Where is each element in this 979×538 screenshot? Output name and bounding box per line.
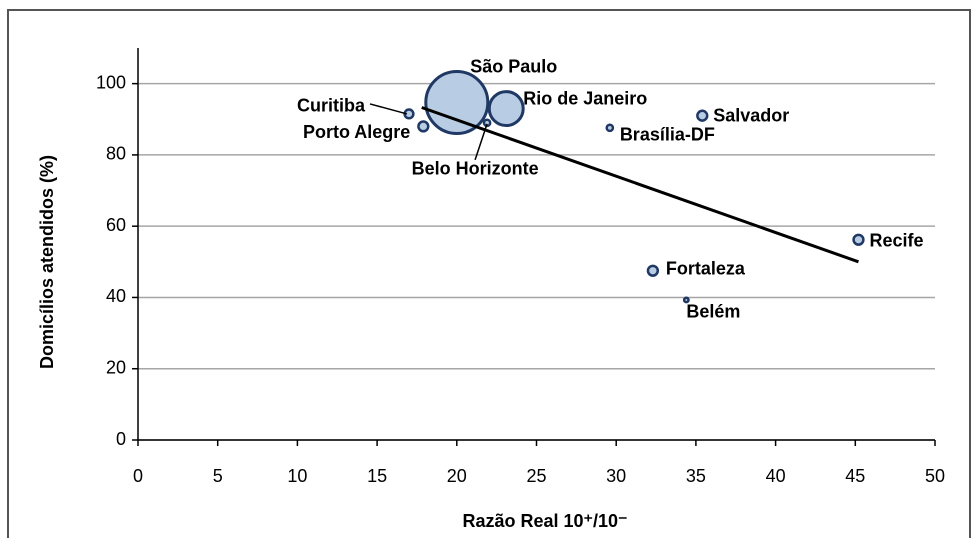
- data-label: Fortaleza: [666, 258, 746, 278]
- x-tick-label: 20: [447, 466, 467, 486]
- data-label: Curitiba: [297, 96, 366, 116]
- y-tick-label: 0: [116, 429, 126, 449]
- y-tick-label: 80: [106, 144, 126, 164]
- data-label: Recife: [869, 230, 923, 250]
- bubble: [605, 123, 615, 133]
- bubble: [852, 233, 865, 246]
- bubble: [646, 264, 660, 277]
- bubble: [682, 296, 690, 304]
- bubble: [487, 90, 525, 128]
- x-tick-label: 50: [925, 466, 945, 486]
- bubble: [424, 70, 490, 136]
- x-tick-label: 15: [367, 466, 387, 486]
- x-tick-label: 5: [213, 466, 223, 486]
- data-label: Rio de Janeiro: [523, 88, 647, 108]
- x-tick-label: 0: [133, 466, 143, 486]
- x-axis-label: Razão Real 10⁺/10⁻: [462, 511, 627, 531]
- y-axis-label: Domicílios atendidos (%): [37, 155, 57, 369]
- y-tick-label: 20: [106, 357, 126, 377]
- y-tick-label: 60: [106, 215, 126, 235]
- data-label: São Paulo: [470, 56, 557, 76]
- data-label: Belém: [686, 302, 740, 322]
- leader-line: [369, 103, 408, 115]
- data-label: Brasília-DF: [620, 125, 715, 145]
- x-tick-label: 40: [766, 466, 786, 486]
- bubble: [696, 109, 709, 122]
- x-tick-label: 10: [287, 466, 307, 486]
- data-label: Porto Alegre: [303, 122, 410, 142]
- y-tick-label: 100: [96, 72, 126, 92]
- x-tick-label: 35: [686, 466, 706, 486]
- bubble: [417, 120, 430, 133]
- x-tick-label: 25: [526, 466, 546, 486]
- y-tick-label: 40: [106, 286, 126, 306]
- data-label: Belo Horizonte: [412, 159, 539, 179]
- x-tick-label: 30: [606, 466, 626, 486]
- x-tick-label: 45: [845, 466, 865, 486]
- data-label: Salvador: [713, 105, 789, 125]
- chart-frame: [7, 9, 971, 538]
- trendline: [421, 106, 859, 264]
